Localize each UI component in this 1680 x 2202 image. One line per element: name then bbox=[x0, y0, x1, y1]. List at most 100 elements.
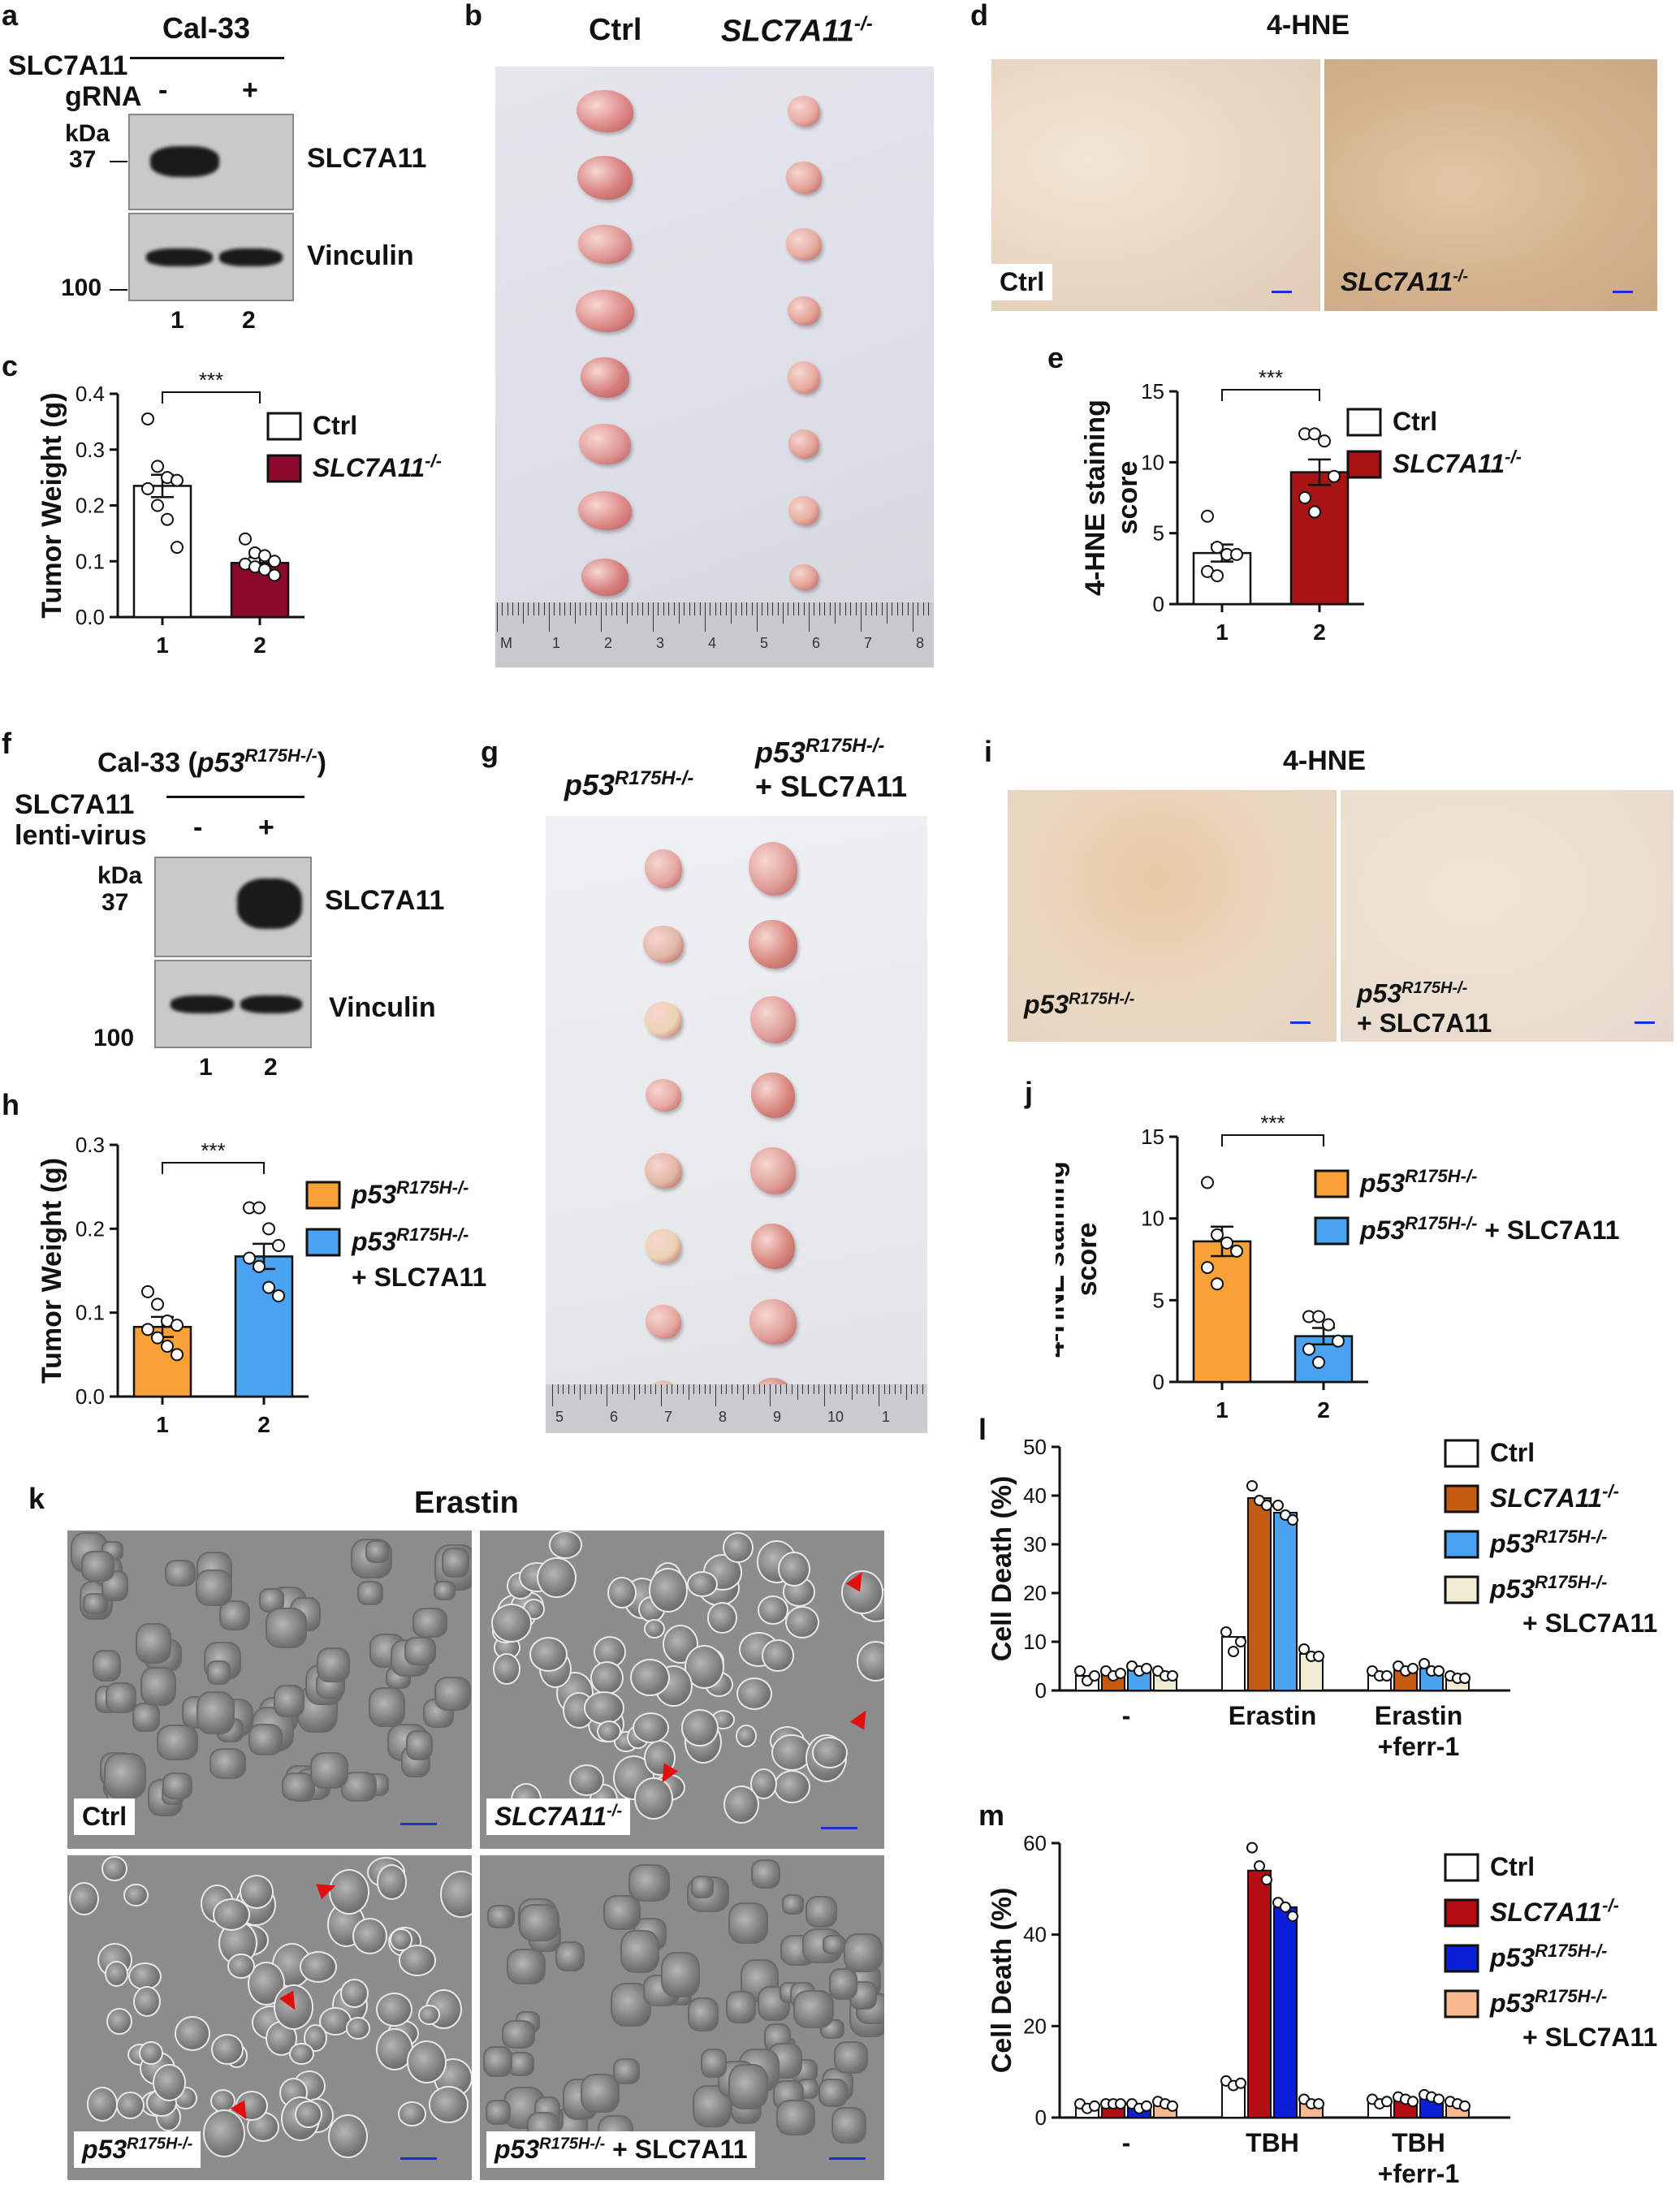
ruler-tick bbox=[650, 1384, 651, 1394]
cell bbox=[281, 1772, 316, 1801]
tumor bbox=[643, 926, 684, 963]
mw-100-label: 100 bbox=[93, 1025, 135, 1051]
y-tick-label: 0 bbox=[1035, 1678, 1047, 1703]
legend-label: SLC7A11-/- bbox=[313, 451, 442, 482]
cell bbox=[491, 1604, 533, 1643]
cell bbox=[723, 1785, 759, 1824]
chart-staining-e: 0 5 10 15 4-HNE staining score 1 2 *** Ctrl SLC7A1… bbox=[1080, 365, 1522, 645]
ruler-tick bbox=[767, 602, 768, 615]
ruler-tick bbox=[818, 1384, 820, 1394]
ruler: 5 6 7 8 9 10 1 bbox=[546, 1384, 927, 1433]
y-tick-label: 0 bbox=[1153, 1370, 1164, 1394]
tumor bbox=[579, 424, 631, 464]
data-point bbox=[141, 1323, 154, 1336]
ruler-tick bbox=[876, 602, 878, 615]
legend-swatch bbox=[1444, 1484, 1479, 1513]
tumor bbox=[576, 290, 634, 332]
data-point bbox=[1167, 1670, 1178, 1682]
cell bbox=[196, 1569, 233, 1606]
ruler-tick bbox=[693, 1384, 695, 1394]
data-point bbox=[1433, 1665, 1445, 1677]
legend-label: p53R175H-/- bbox=[1489, 1986, 1607, 2018]
ruler-tick bbox=[623, 1384, 624, 1394]
y-tick-label: 20 bbox=[1023, 1581, 1047, 1605]
legend-swatch bbox=[1314, 1169, 1350, 1198]
data-point bbox=[1261, 1874, 1272, 1886]
x-tick-label: +ferr-1 bbox=[1378, 2159, 1460, 2188]
stain-title-i: 4-HNE bbox=[1283, 745, 1367, 776]
ruler-tick bbox=[803, 602, 805, 615]
cell bbox=[235, 2091, 269, 2122]
band-label-slc7a11: SLC7A11 bbox=[307, 143, 427, 174]
ruler-number: 7 bbox=[664, 1409, 673, 1425]
data-point bbox=[1074, 1665, 1086, 1677]
ruler-tick bbox=[726, 1384, 728, 1394]
cell bbox=[106, 1682, 137, 1713]
significance-bracket bbox=[1221, 389, 1320, 401]
legend-swatch bbox=[1444, 1898, 1479, 1928]
cell bbox=[397, 2101, 426, 2126]
cell bbox=[368, 1687, 406, 1727]
cell bbox=[823, 1935, 846, 1954]
cell bbox=[706, 1602, 737, 1634]
cell bbox=[356, 1581, 383, 1606]
ruler-tick bbox=[617, 1384, 619, 1394]
cell bbox=[812, 1736, 849, 1769]
cell bbox=[728, 2063, 768, 2110]
cell bbox=[406, 2040, 447, 2084]
ruler-number: M bbox=[500, 635, 512, 651]
ruler-tick bbox=[922, 602, 924, 615]
band-lane2 bbox=[240, 995, 302, 1013]
ruler-tick bbox=[922, 1384, 923, 1394]
legend-label: p53R175H-/- bbox=[351, 1177, 469, 1209]
ruler-tick bbox=[818, 602, 820, 615]
data-point bbox=[1381, 1670, 1393, 1682]
row-label-slc7a11: SLC7A11 bbox=[8, 50, 128, 81]
ruler-tick bbox=[792, 602, 794, 615]
cell bbox=[507, 1949, 546, 1985]
data-point bbox=[1115, 2098, 1126, 2110]
legend-label: Ctrl bbox=[1490, 1438, 1535, 1467]
ruler-tick bbox=[783, 602, 784, 624]
ruler-tick bbox=[883, 1384, 885, 1394]
ruler-tick bbox=[742, 1384, 744, 1401]
data-point bbox=[1220, 1236, 1233, 1250]
cell bbox=[152, 2063, 187, 2101]
data-point bbox=[1313, 1651, 1324, 1662]
panel-letter-j: j bbox=[1025, 1076, 1034, 1109]
cell bbox=[612, 2058, 640, 2084]
ruler-tick bbox=[777, 602, 779, 615]
tumor bbox=[749, 842, 797, 896]
data-point bbox=[1407, 1663, 1419, 1674]
cell bbox=[289, 2042, 315, 2066]
significance-stars: *** bbox=[199, 368, 223, 392]
data-point bbox=[239, 532, 252, 546]
ruler-tick bbox=[835, 602, 836, 624]
ruler-tick bbox=[807, 1384, 809, 1394]
cell bbox=[584, 1691, 624, 1725]
phase-image-p53: p53R175H-/- bbox=[65, 1853, 474, 2183]
data-point bbox=[1298, 491, 1311, 504]
ruler-tick bbox=[658, 602, 659, 615]
data-point bbox=[171, 1348, 184, 1362]
ruler-tick bbox=[590, 602, 592, 615]
ruler-tick bbox=[564, 602, 566, 615]
legend-swatch bbox=[305, 1181, 341, 1210]
data-point bbox=[1318, 434, 1331, 448]
ruler-tick bbox=[916, 1384, 918, 1394]
legend-swatch bbox=[266, 454, 302, 483]
ruler-tick bbox=[900, 1384, 901, 1394]
ruler-number: 8 bbox=[719, 1409, 728, 1425]
cell bbox=[132, 1703, 161, 1733]
significance-stars: *** bbox=[1259, 365, 1283, 390]
cell bbox=[428, 2086, 469, 2123]
x-tick-label: 2 bbox=[1317, 1397, 1330, 1423]
y-axis-label: Cell Death (%) bbox=[987, 1888, 1017, 2074]
data-point bbox=[1235, 1636, 1246, 1647]
cell bbox=[602, 1895, 641, 1931]
ruler-tick bbox=[881, 602, 883, 615]
cell bbox=[265, 1608, 307, 1649]
ruler-tick bbox=[644, 1384, 646, 1394]
cell bbox=[376, 1992, 413, 2027]
cell bbox=[856, 1641, 884, 1682]
